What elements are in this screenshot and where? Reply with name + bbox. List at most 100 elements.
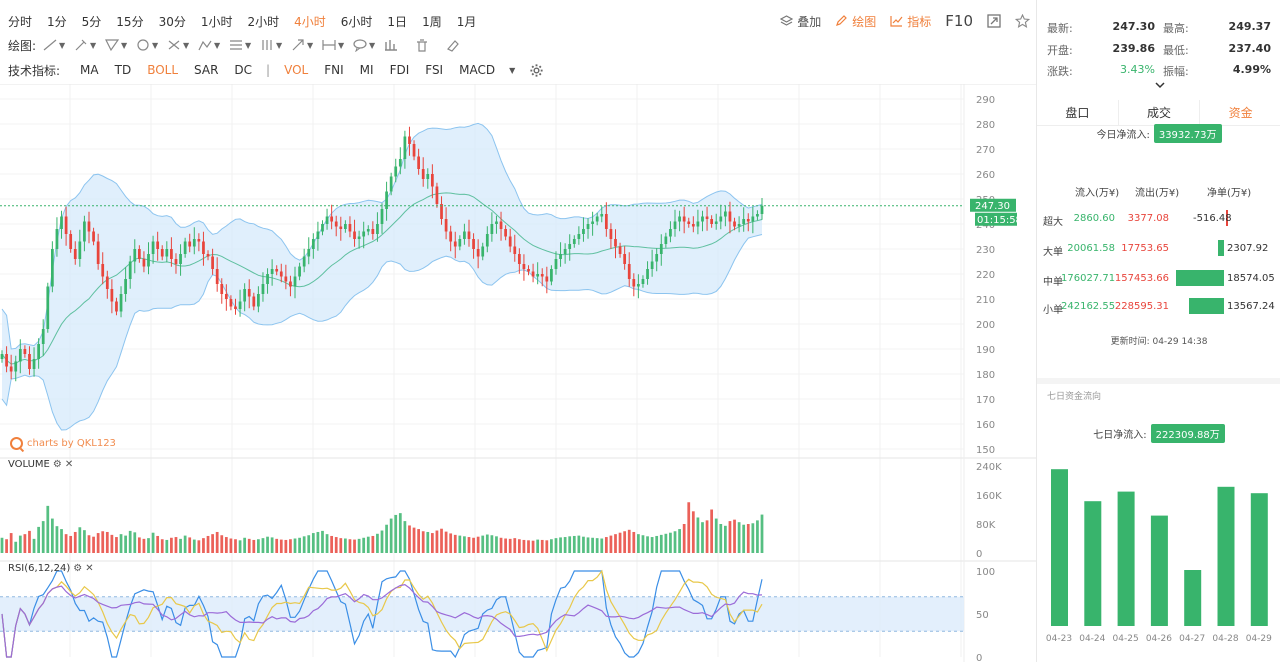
flow-out-value: 17753.65: [1121, 243, 1169, 254]
parallel-tool-button[interactable]: ▼: [259, 34, 290, 56]
period-tab[interactable]: 2小时: [247, 14, 280, 29]
settings-gear-icon[interactable]: [529, 63, 544, 78]
indicator-vol[interactable]: VOL: [284, 63, 309, 77]
rsi-close-icon[interactable]: ✕: [85, 563, 94, 574]
indicator-macd[interactable]: MACD: [459, 63, 496, 77]
dropdown-caret-icon[interactable]: ▼: [152, 40, 159, 50]
volume-bar: [257, 539, 260, 553]
indicator-ma[interactable]: MA: [80, 63, 99, 77]
f10-button[interactable]: F10: [945, 12, 973, 30]
draw-button[interactable]: 绘图: [835, 13, 876, 30]
overlay-button[interactable]: 叠加: [780, 13, 821, 30]
tab-1[interactable]: 成交: [1119, 100, 1201, 125]
candle: [115, 297, 118, 316]
arrow-tool-button[interactable]: ▼: [290, 34, 321, 56]
period-tab[interactable]: 1分: [47, 14, 67, 29]
dropdown-caret-icon[interactable]: ▼: [369, 40, 376, 50]
volume-bar: [586, 537, 590, 553]
volume-bar: [614, 534, 617, 553]
period-tab[interactable]: 6小时: [340, 14, 373, 29]
dropdown-caret-icon[interactable]: ▼: [183, 40, 190, 50]
candle: [165, 241, 169, 263]
indicator-boll[interactable]: BOLL: [147, 63, 179, 77]
candle: [293, 266, 297, 299]
period-tab[interactable]: 1周: [422, 14, 442, 29]
candle: [504, 225, 507, 241]
period-tab[interactable]: 1日: [387, 14, 408, 29]
volume-bar: [394, 514, 398, 553]
pen-tool-button[interactable]: ▼: [73, 34, 104, 56]
candle: [32, 347, 36, 377]
period-tab[interactable]: 30分: [158, 14, 186, 29]
cross-tool-button[interactable]: ▼: [166, 34, 197, 56]
volume-axis-tick: 0: [976, 549, 982, 560]
period-tab[interactable]: 1小时: [200, 14, 233, 29]
line-tool-button[interactable]: ▼: [42, 34, 73, 56]
indicator-dropdown-icon[interactable]: ▼: [509, 65, 516, 75]
candle: [353, 219, 356, 247]
dropdown-caret-icon[interactable]: ▼: [121, 40, 128, 50]
volume-bar: [389, 518, 393, 553]
candle: [614, 229, 617, 259]
eraser-tool-button[interactable]: [445, 34, 476, 56]
indicator-fsi[interactable]: FSI: [425, 63, 444, 77]
volume-bar: [334, 537, 338, 553]
dropdown-caret-icon[interactable]: ▼: [307, 40, 314, 50]
bars-tool-button[interactable]: [383, 34, 414, 56]
dropdown-caret-icon[interactable]: ▼: [59, 40, 66, 50]
dropdown-caret-icon[interactable]: ▼: [90, 40, 97, 50]
volume-bar: [279, 539, 283, 553]
circle-tool-button[interactable]: ▼: [135, 34, 166, 56]
dropdown-caret-icon[interactable]: ▼: [338, 40, 345, 50]
indicator-fdi[interactable]: FDI: [389, 63, 410, 77]
candle: [540, 268, 544, 287]
candle: [719, 204, 723, 230]
expand-chevron-icon[interactable]: [1153, 79, 1167, 93]
candle: [403, 130, 407, 169]
indicator-fni[interactable]: FNI: [324, 63, 344, 77]
rsi-line: [1, 570, 763, 659]
fullscreen-icon[interactable]: [987, 14, 1001, 28]
period-tab[interactable]: 1月: [456, 14, 477, 29]
rsi-axis-tick: 100: [976, 567, 995, 578]
period-tab[interactable]: 5分: [81, 14, 102, 29]
indicator-td[interactable]: TD: [114, 63, 132, 77]
indicator-dc[interactable]: DC: [234, 63, 253, 77]
range-tool-button[interactable]: ▼: [321, 34, 352, 56]
volume-close-icon[interactable]: ✕: [64, 459, 74, 470]
volume-bar: [316, 531, 320, 553]
volume-bar: [101, 531, 105, 553]
shape-tool-button[interactable]: ▼: [197, 34, 228, 56]
tab-2[interactable]: 资金: [1228, 106, 1253, 120]
volume-bar: [499, 537, 503, 553]
trash-tool-button[interactable]: [414, 34, 445, 56]
period-tab[interactable]: 分时: [8, 14, 33, 29]
comment-tool-button[interactable]: ▼: [352, 34, 383, 56]
volume-bar: [449, 533, 453, 553]
period-tab[interactable]: 15分: [116, 14, 144, 29]
indicator-sar[interactable]: SAR: [194, 63, 219, 77]
triangle-tool-button[interactable]: ▼: [104, 34, 135, 56]
star-icon[interactable]: [1015, 14, 1030, 28]
dropdown-caret-icon[interactable]: ▼: [214, 40, 221, 50]
candle: [284, 264, 288, 290]
volume-settings-icon[interactable]: ⚙: [52, 459, 62, 470]
price-chart[interactable]: 2902802702602502402302202102001901801701…: [0, 84, 1036, 662]
rsi-settings-icon[interactable]: ⚙: [73, 563, 83, 574]
high-label: 最高:: [1163, 22, 1189, 35]
chart-watermark: charts by QKL123: [10, 437, 116, 450]
indicator-mi[interactable]: MI: [359, 63, 374, 77]
candle: [357, 230, 361, 249]
tab-0[interactable]: 盘口: [1037, 100, 1119, 125]
candle: [756, 210, 759, 221]
dropdown-caret-icon[interactable]: ▼: [276, 40, 283, 50]
fib-tool-button[interactable]: ▼: [228, 34, 259, 56]
candles: [0, 126, 764, 382]
dropdown-caret-icon[interactable]: ▼: [245, 40, 252, 50]
volume-bar: [627, 529, 631, 553]
period-tab[interactable]: 4小时: [294, 14, 326, 29]
candle: [174, 253, 178, 274]
indicator-button[interactable]: 指标: [890, 13, 931, 30]
candle: [211, 248, 214, 275]
flow-row-label: 中单: [1043, 277, 1063, 288]
